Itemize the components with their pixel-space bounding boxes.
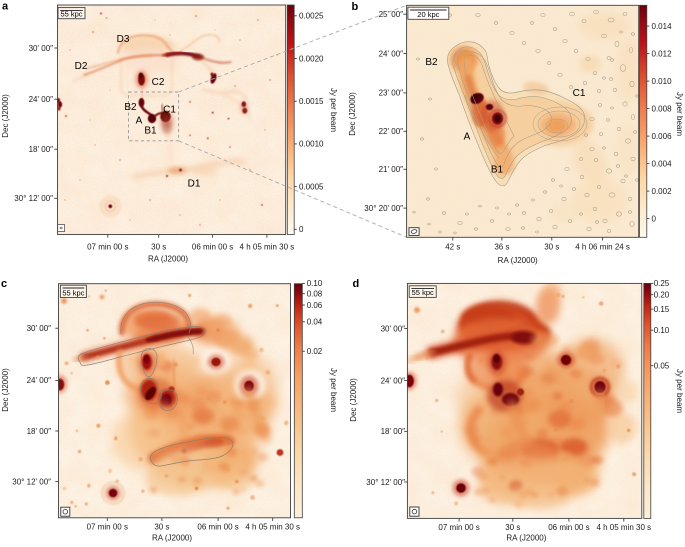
svg-text:B1: B1 (491, 165, 504, 176)
svg-text:d: d (353, 278, 360, 290)
svg-text:0.10: 0.10 (307, 279, 323, 288)
svg-text:06 min 00 s: 06 min 00 s (192, 242, 233, 251)
svg-text:07 min 00 s: 07 min 00 s (87, 523, 128, 532)
svg-text:55 kpc: 55 kpc (60, 10, 82, 19)
svg-text:30 s: 30 s (154, 523, 169, 532)
svg-text:36 s: 36 s (494, 242, 509, 251)
svg-text:Dec (J2000): Dec (J2000) (1, 94, 10, 138)
svg-text:23' 00″: 23' 00″ (379, 89, 404, 98)
svg-text:0.002: 0.002 (652, 187, 673, 196)
svg-text:4 h 05 min 30 s: 4 h 05 min 30 s (245, 523, 300, 532)
svg-text:B2: B2 (425, 57, 438, 68)
svg-text:Dec (J2000): Dec (J2000) (349, 378, 358, 422)
svg-text:07 min 00 s: 07 min 00 s (438, 523, 479, 532)
svg-text:C1: C1 (573, 88, 586, 99)
svg-text:a: a (2, 1, 9, 13)
svg-text:0.25: 0.25 (654, 279, 670, 288)
svg-text:RA (J2000): RA (J2000) (148, 254, 188, 263)
svg-text:55 kpc: 55 kpc (412, 288, 434, 297)
svg-text:4 h 05 min 30 s: 4 h 05 min 30 s (240, 242, 295, 251)
svg-text:0.010: 0.010 (652, 77, 673, 86)
svg-text:30° 12' 00″: 30° 12' 00″ (12, 477, 51, 486)
svg-text:Jy per beam: Jy per beam (675, 92, 684, 136)
svg-text:Dec (J2000): Dec (J2000) (348, 92, 357, 136)
svg-text:07 min 00 s: 07 min 00 s (87, 242, 128, 251)
svg-text:0.20: 0.20 (654, 290, 670, 299)
svg-text:0: 0 (299, 225, 304, 234)
svg-text:A: A (136, 116, 143, 127)
svg-text:0.04: 0.04 (307, 318, 323, 327)
svg-text:24' 00″: 24' 00″ (27, 376, 52, 385)
svg-text:0: 0 (652, 214, 657, 223)
svg-text:30° 12' 00″: 30° 12' 00″ (14, 194, 53, 203)
svg-text:18' 00″: 18' 00″ (29, 145, 54, 154)
svg-text:24' 00″: 24' 00″ (379, 49, 404, 58)
svg-text:30 s: 30 s (544, 242, 559, 251)
svg-text:B2: B2 (124, 102, 137, 113)
svg-text:0.0020: 0.0020 (299, 54, 324, 63)
svg-text:55 kpc: 55 kpc (62, 288, 84, 297)
svg-text:42 s: 42 s (445, 242, 460, 251)
svg-text:06 min 00 s: 06 min 00 s (548, 523, 589, 532)
svg-text:25' 00″: 25' 00″ (379, 10, 404, 19)
svg-text:0.014: 0.014 (652, 22, 673, 31)
svg-text:0.004: 0.004 (652, 159, 673, 168)
svg-text:RA (J2000): RA (J2000) (152, 534, 192, 543)
svg-text:A: A (464, 132, 471, 143)
svg-text:0.15: 0.15 (654, 305, 670, 314)
svg-text:30' 00″: 30' 00″ (381, 324, 406, 333)
svg-text:0.008: 0.008 (652, 104, 673, 113)
svg-text:30' 00″: 30' 00″ (29, 44, 54, 53)
svg-text:RA (J2000): RA (J2000) (498, 256, 538, 265)
svg-text:RA (J2000): RA (J2000) (506, 534, 546, 543)
svg-text:C1: C1 (163, 105, 176, 116)
svg-text:22' 00″: 22' 00″ (379, 127, 404, 136)
svg-text:B1: B1 (144, 126, 157, 137)
svg-text:21' 00″: 21' 00″ (379, 165, 404, 174)
svg-text:b: b (352, 1, 359, 13)
svg-text:30 s: 30 s (505, 523, 520, 532)
svg-text:0.02: 0.02 (307, 347, 323, 356)
svg-text:0.06: 0.06 (307, 301, 323, 310)
svg-text:0.006: 0.006 (652, 132, 673, 141)
svg-text:c: c (1, 278, 7, 290)
svg-text:30' 00″: 30' 00″ (27, 324, 52, 333)
svg-text:D1: D1 (188, 178, 201, 189)
svg-text:0.0010: 0.0010 (299, 140, 324, 149)
svg-text:D2: D2 (75, 61, 88, 72)
svg-text:4 h 05 min 30 s: 4 h 05 min 30 s (596, 523, 651, 532)
svg-text:18' 00″: 18' 00″ (27, 427, 52, 436)
svg-text:Dec (J2000): Dec (J2000) (1, 368, 10, 412)
svg-text:24' 00″: 24' 00″ (381, 376, 406, 385)
svg-text:0.012: 0.012 (652, 49, 673, 58)
svg-text:D3: D3 (117, 34, 130, 45)
svg-text:20 kpc: 20 kpc (417, 10, 439, 19)
svg-text:30 s: 30 s (151, 242, 166, 251)
svg-text:0.0025: 0.0025 (299, 12, 324, 21)
svg-text:30° 20' 00″: 30° 20' 00″ (364, 204, 403, 213)
svg-text:0.08: 0.08 (307, 290, 323, 299)
svg-text:4 h 06 min 24 s: 4 h 06 min 24 s (575, 242, 630, 251)
svg-text:0.0005: 0.0005 (299, 182, 324, 191)
svg-text:06 min 00 s: 06 min 00 s (197, 523, 238, 532)
svg-text:18' 00″: 18' 00″ (381, 427, 406, 436)
svg-text:0.10: 0.10 (654, 326, 670, 335)
svg-text:0.05: 0.05 (654, 362, 670, 371)
svg-text:Jy per beam: Jy per beam (329, 88, 338, 132)
svg-text:C2: C2 (152, 77, 165, 88)
svg-text:30° 12' 00″: 30° 12' 00″ (366, 478, 405, 487)
svg-text:Jy per beam: Jy per beam (329, 368, 338, 412)
svg-text:24' 00″: 24' 00″ (29, 95, 54, 104)
svg-text:0.0015: 0.0015 (299, 97, 324, 106)
svg-text:Jy per beam: Jy per beam (675, 369, 684, 413)
